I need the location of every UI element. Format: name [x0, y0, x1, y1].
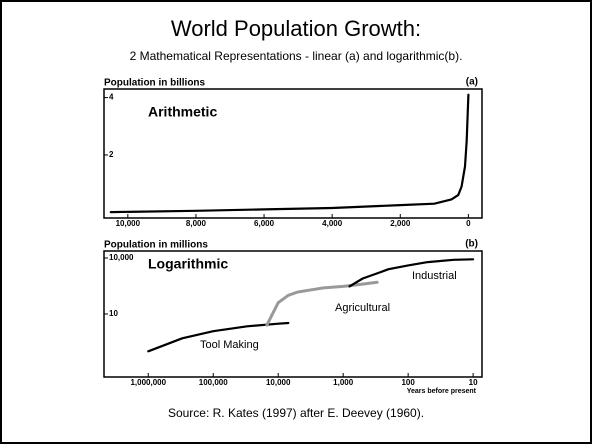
- panel-label: (b): [465, 239, 478, 250]
- series-label: Agricultural: [335, 302, 390, 314]
- x-tick-label: 10,000: [116, 219, 141, 228]
- x-tick-label: 2,000: [390, 219, 411, 228]
- slide-title: World Population Growth:: [171, 16, 421, 41]
- x-tick-label: 0: [466, 219, 471, 228]
- x-axis-label: Years before present: [407, 388, 477, 395]
- x-tick-label: 6,000: [254, 219, 275, 228]
- y-tick-label: 10,000: [109, 253, 134, 262]
- slide-subtitle: 2 Mathematical Representations - linear …: [130, 49, 463, 63]
- chart-heading: Logarithmic: [148, 256, 228, 272]
- x-tick-label: 8,000: [186, 219, 207, 228]
- chart-heading: Arithmetic: [148, 104, 217, 120]
- x-tick-label: 100,000: [199, 378, 228, 387]
- y-axis-label: Population in billions: [104, 78, 206, 89]
- y-tick-label: 4: [109, 93, 114, 102]
- x-tick-label: 1,000: [333, 378, 354, 387]
- panel-label: (a): [466, 77, 478, 88]
- y-tick-label: 10: [109, 309, 118, 318]
- x-tick-label: 10,000: [266, 378, 291, 387]
- source: Source: R. Kates (1997) after E. Deevey …: [168, 406, 424, 420]
- x-tick-label: 100: [401, 378, 415, 387]
- series-label: Industrial: [412, 270, 457, 282]
- y-tick-label: 2: [109, 150, 114, 159]
- data-line: [147, 321, 290, 353]
- data-line: [109, 93, 470, 214]
- x-tick-label: 4,000: [322, 219, 343, 228]
- data-line: [348, 258, 475, 288]
- x-tick-label: 10: [469, 378, 478, 387]
- series-label: Tool Making: [200, 339, 259, 351]
- data-line: [265, 280, 379, 327]
- y-axis-label: Population in millions: [104, 240, 208, 251]
- plot-frame: [103, 88, 483, 219]
- x-tick-label: 1,000,000: [130, 378, 166, 387]
